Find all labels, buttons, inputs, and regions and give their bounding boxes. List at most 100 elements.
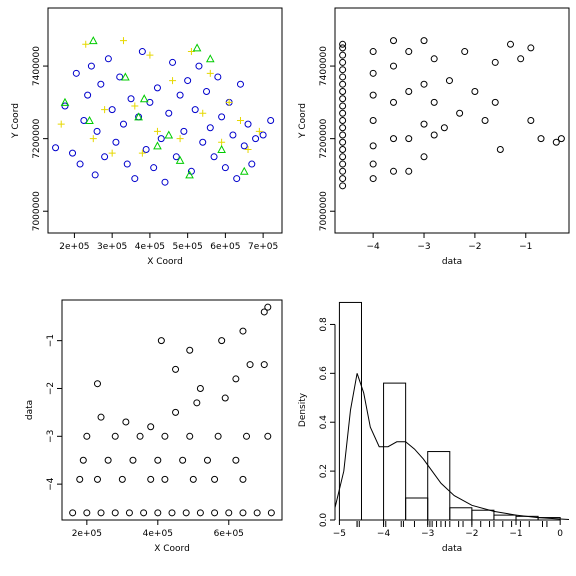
data-point: [225, 98, 233, 106]
data-point: [154, 456, 162, 464]
data-point: [161, 475, 169, 483]
data-point: [146, 51, 154, 59]
data-point: [339, 146, 347, 154]
y-tick-label: 7400000: [32, 46, 42, 86]
data-point: [339, 160, 347, 168]
data-point: [430, 98, 438, 106]
data-point: [221, 164, 229, 172]
data-point: [184, 77, 192, 85]
data-point: [57, 120, 65, 128]
data-point: [196, 384, 204, 392]
data-point: [214, 432, 222, 440]
data-point: [93, 127, 101, 135]
data-point: [339, 124, 347, 132]
data-point: [176, 91, 184, 99]
data-point: [339, 131, 347, 139]
data-point: [211, 475, 219, 483]
data-point: [264, 303, 272, 311]
data-point: [369, 160, 377, 168]
data-point: [248, 160, 256, 168]
data-point: [369, 117, 377, 124]
plot-frame: [61, 299, 283, 521]
panel-p1: 2e+05 3e+05 4e+05 5e+05 6e+05 7e+05 7000000 720…: [11, 7, 283, 267]
data-point: [119, 37, 127, 45]
data-point: [69, 149, 77, 157]
x-tick-label: −3: [417, 242, 430, 252]
plot-frame: [334, 7, 570, 234]
data-point: [139, 94, 149, 103]
data-point: [244, 146, 252, 154]
y-tick-label: −2: [46, 382, 56, 395]
data-point: [507, 40, 514, 48]
data-point: [185, 170, 194, 179]
data-point: [97, 413, 105, 421]
data-point: [496, 146, 504, 154]
data-point: [229, 131, 237, 139]
data-point: [527, 117, 535, 124]
data-point: [101, 106, 109, 114]
data-point: [123, 160, 131, 168]
data-point: [89, 135, 97, 143]
histogram-bar: [493, 514, 517, 521]
x-tick-label: −2: [468, 242, 481, 252]
y-axis-title: Y Coord: [11, 103, 21, 139]
data-point: [161, 432, 169, 440]
data-point: [104, 456, 112, 464]
data-point: [125, 509, 133, 517]
x-tick-label: −4: [377, 529, 391, 539]
x-tick-label: 4e+05: [135, 242, 165, 252]
data-point: [552, 138, 560, 146]
data-point: [72, 69, 80, 77]
data-point: [246, 361, 254, 369]
data-point: [557, 135, 565, 143]
x-tick-label: 2e+05: [72, 529, 102, 539]
data-point: [236, 117, 244, 124]
data-point: [61, 102, 69, 110]
data-point: [390, 135, 397, 143]
data-point: [134, 112, 143, 121]
data-point: [430, 131, 438, 139]
data-point: [193, 399, 201, 407]
data-point: [239, 475, 247, 483]
data-point: [264, 432, 272, 440]
data-point: [191, 106, 199, 114]
x-tick-label: 6e+05: [210, 242, 240, 252]
data-point: [104, 55, 112, 63]
data-point: [138, 149, 146, 157]
data-point: [180, 127, 188, 135]
data-point: [244, 120, 252, 128]
data-point: [122, 418, 130, 426]
data-point: [83, 432, 91, 440]
data-point: [131, 102, 139, 110]
data-point: [517, 55, 525, 63]
data-point: [217, 144, 226, 154]
data-point: [186, 432, 194, 440]
data-point: [420, 153, 428, 161]
data-point: [471, 87, 479, 95]
data-point: [112, 138, 120, 146]
data-point: [253, 509, 261, 517]
data-point: [121, 72, 130, 81]
histogram-bar: [471, 509, 495, 521]
data-point: [175, 155, 185, 164]
data-point: [260, 308, 268, 316]
data-point: [172, 408, 180, 416]
plot-frame: [47, 7, 283, 234]
data-point: [203, 456, 211, 464]
data-point: [85, 115, 94, 124]
histogram-bar: [427, 451, 451, 521]
data-point: [339, 153, 347, 161]
data-point: [127, 95, 135, 103]
data-point: [225, 509, 233, 517]
data-point: [232, 456, 240, 464]
data-point: [164, 130, 174, 139]
data-point: [176, 135, 184, 143]
data-point: [405, 135, 413, 143]
data-point: [147, 423, 155, 431]
y-tick-label: 0.8: [319, 317, 329, 332]
x-tick-label: 4e+05: [143, 529, 173, 539]
y-tick-label: −3: [46, 430, 56, 443]
data-point: [136, 432, 144, 440]
data-point: [153, 84, 161, 92]
data-point: [339, 167, 347, 175]
